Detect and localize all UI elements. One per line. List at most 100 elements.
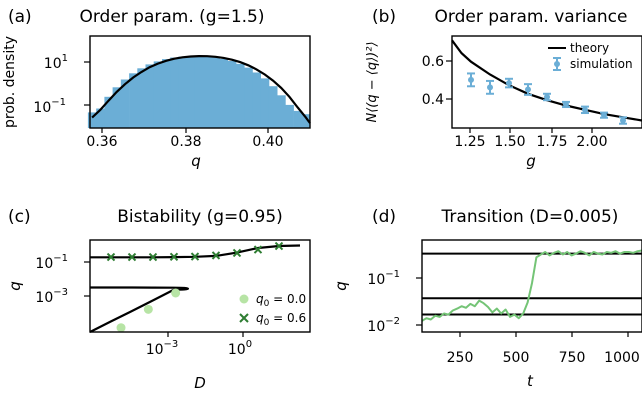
panel-c-q0-06-point-stroke [211,251,221,260]
panel-b-legend-sim-label: simulation [570,57,633,71]
panel-c-q0-06-point-stroke [232,248,242,258]
panel-b-xtick-label-0: 1.25 [454,134,485,150]
panel-c-q0-0-point [116,323,126,333]
panel-b-simulation-point [525,86,531,93]
panel-d-xtick-label-3: 1000 [604,350,640,366]
panel-c-q0-06-point [253,245,263,254]
panel-c-legend-q0-6-marker [239,313,249,323]
panel-b-simulation-point [563,101,569,108]
panel-b-simulation-point [506,80,512,87]
panel-d-ylabel: q [332,281,350,291]
panel-d-xtick-label-2: 750 [559,350,586,366]
panel-b-xlabel: g [526,152,536,170]
panel-c-q0-06-point-stroke [148,252,158,262]
panel-c-q0-06-point [274,241,284,251]
panel-c-ytick-label-10-m1: 10−1 [35,253,68,272]
panel-d-axes-frame [421,239,642,333]
panel-d-xtick-label-1: 500 [503,350,530,366]
panel-a-histogram-bar [236,63,245,128]
panel-a-histogram-bar [268,86,278,128]
panel-a-theory-curve [91,54,311,124]
panel-c-axes-frame [89,239,311,333]
panel-a: (a) Order param. (g=1.5) prob. density 1… [2,7,311,170]
panel-c-legend-q0-0-label: q0 = 0.0 [256,292,306,309]
panel-c-q0-06-point [127,252,137,262]
panel-b: (b) Order param. variance N⟨(q − ⟨q⟩)²⟩ … [365,7,642,170]
panel-a-histogram-bar [137,68,146,128]
panel-c-q0-06-point-stroke [253,245,263,254]
panel-a-xtick-label-2: 0.40 [252,134,283,150]
panel-d-ytick-label-10-m1: 10−1 [367,269,400,288]
panel-b-ytick-label-1: 0.4 [422,92,444,108]
panel-a-histogram-bar [96,108,105,128]
panel-a-histogram-bar [285,104,294,128]
panel-b-ylabel: N⟨(q − ⟨q⟩)²⟩ [365,41,380,122]
panel-b-ytick-label-0: 0.6 [422,54,444,70]
panel-b-simulation-point [487,84,493,91]
panel-c-q0-06-point-stroke [106,252,116,262]
panel-c-letter: (c) [8,207,31,227]
panel-c-q0-06-point [211,251,221,260]
panel-a-histogram-bar [129,73,138,128]
panel-b-simulation-point [620,117,626,124]
panel-b-legend-sim-swatch [553,57,561,71]
panel-c-q0-06-point [169,252,179,262]
panel-b-legend-theory-label: theory [570,41,609,55]
panel-a-histogram-bar [244,67,253,128]
panel-c-q0-06-point-stroke [169,252,179,262]
panel-a-xtick-label-1: 0.38 [170,134,201,150]
panel-c-q0-0-point [143,304,153,314]
panel-a-histogram-bar [277,95,286,128]
panel-c-xtick-label-10-0: 100 [228,339,252,358]
panel-c-q0-06-point-stroke [127,252,137,262]
panel-a-histogram-bar [301,114,311,128]
panel-b-axes-frame [451,35,642,129]
panel-b-simulation-point [544,93,550,100]
panel-c-q0-06-point [106,252,116,262]
panel-c-ytick-label-10-m3: 10−3 [35,287,68,306]
panel-b-xtick-label-3: 2.00 [576,134,607,150]
panel-a-histogram-bar [104,96,113,128]
panel-a-axes-frame [89,35,311,129]
panel-c-legend-q0-0-marker [239,294,249,304]
panel-c: (c) Bistability (g=0.95) q 10−1 10−3 10−… [6,207,311,392]
panel-a-histogram-bar [145,64,155,128]
panel-b-plot-area [451,39,642,125]
panel-d-xtick-label-0: 250 [447,350,474,366]
panel-b-simulation-point [582,106,588,113]
panel-a-histogram-bar [186,56,196,128]
panel-b-title: Order param. variance [435,7,628,27]
panel-d-xlabel: t [527,372,534,390]
panel-a-letter: (a) [8,7,32,27]
panel-d: (d) Transition (D=0.005) q 10−1 10−2 250… [332,207,642,390]
panel-c-plot-area [89,241,301,333]
panel-c-q0-06-point-stroke [274,241,284,251]
panel-b-theory-curve [451,39,642,122]
panel-c-q0-06-point [190,252,200,261]
panel-c-q0-0-point [171,288,181,298]
panel-b-letter: (b) [372,7,396,27]
panel-d-letter: (d) [372,207,396,227]
panel-a-histogram-bar [260,78,270,128]
panel-a-histogram-bar [153,61,163,128]
panel-c-ylabel: q [6,281,24,291]
panel-a-histogram-bar [170,57,179,128]
panel-b-simulation-point [468,76,474,83]
panel-a-histogram-bar [178,56,187,128]
panel-a-histogram-bar [120,79,130,128]
panel-b-simulation-point [601,112,607,119]
panel-c-q0-06-point [148,252,158,262]
panel-a-histogram-bar [112,87,122,128]
panel-a-histogram-bar [162,59,171,128]
panel-d-plot-area [421,249,642,322]
panel-a-xlabel: q [191,152,201,170]
panel-d-trajectory [421,249,642,322]
panel-a-ytick-label-10-1: 101 [44,53,68,72]
panel-a-histogram-bar [227,61,237,128]
panel-c-xtick-label-10-m3: 10−3 [146,339,179,358]
panel-a-title: Order param. (g=1.5) [79,7,264,27]
panel-b-xtick-label-2: 1.75 [536,134,567,150]
panel-c-legend-q0-6-label: q0 = 0.6 [256,311,306,328]
panel-a-ytick-label-10-m1: 10−1 [33,97,66,116]
